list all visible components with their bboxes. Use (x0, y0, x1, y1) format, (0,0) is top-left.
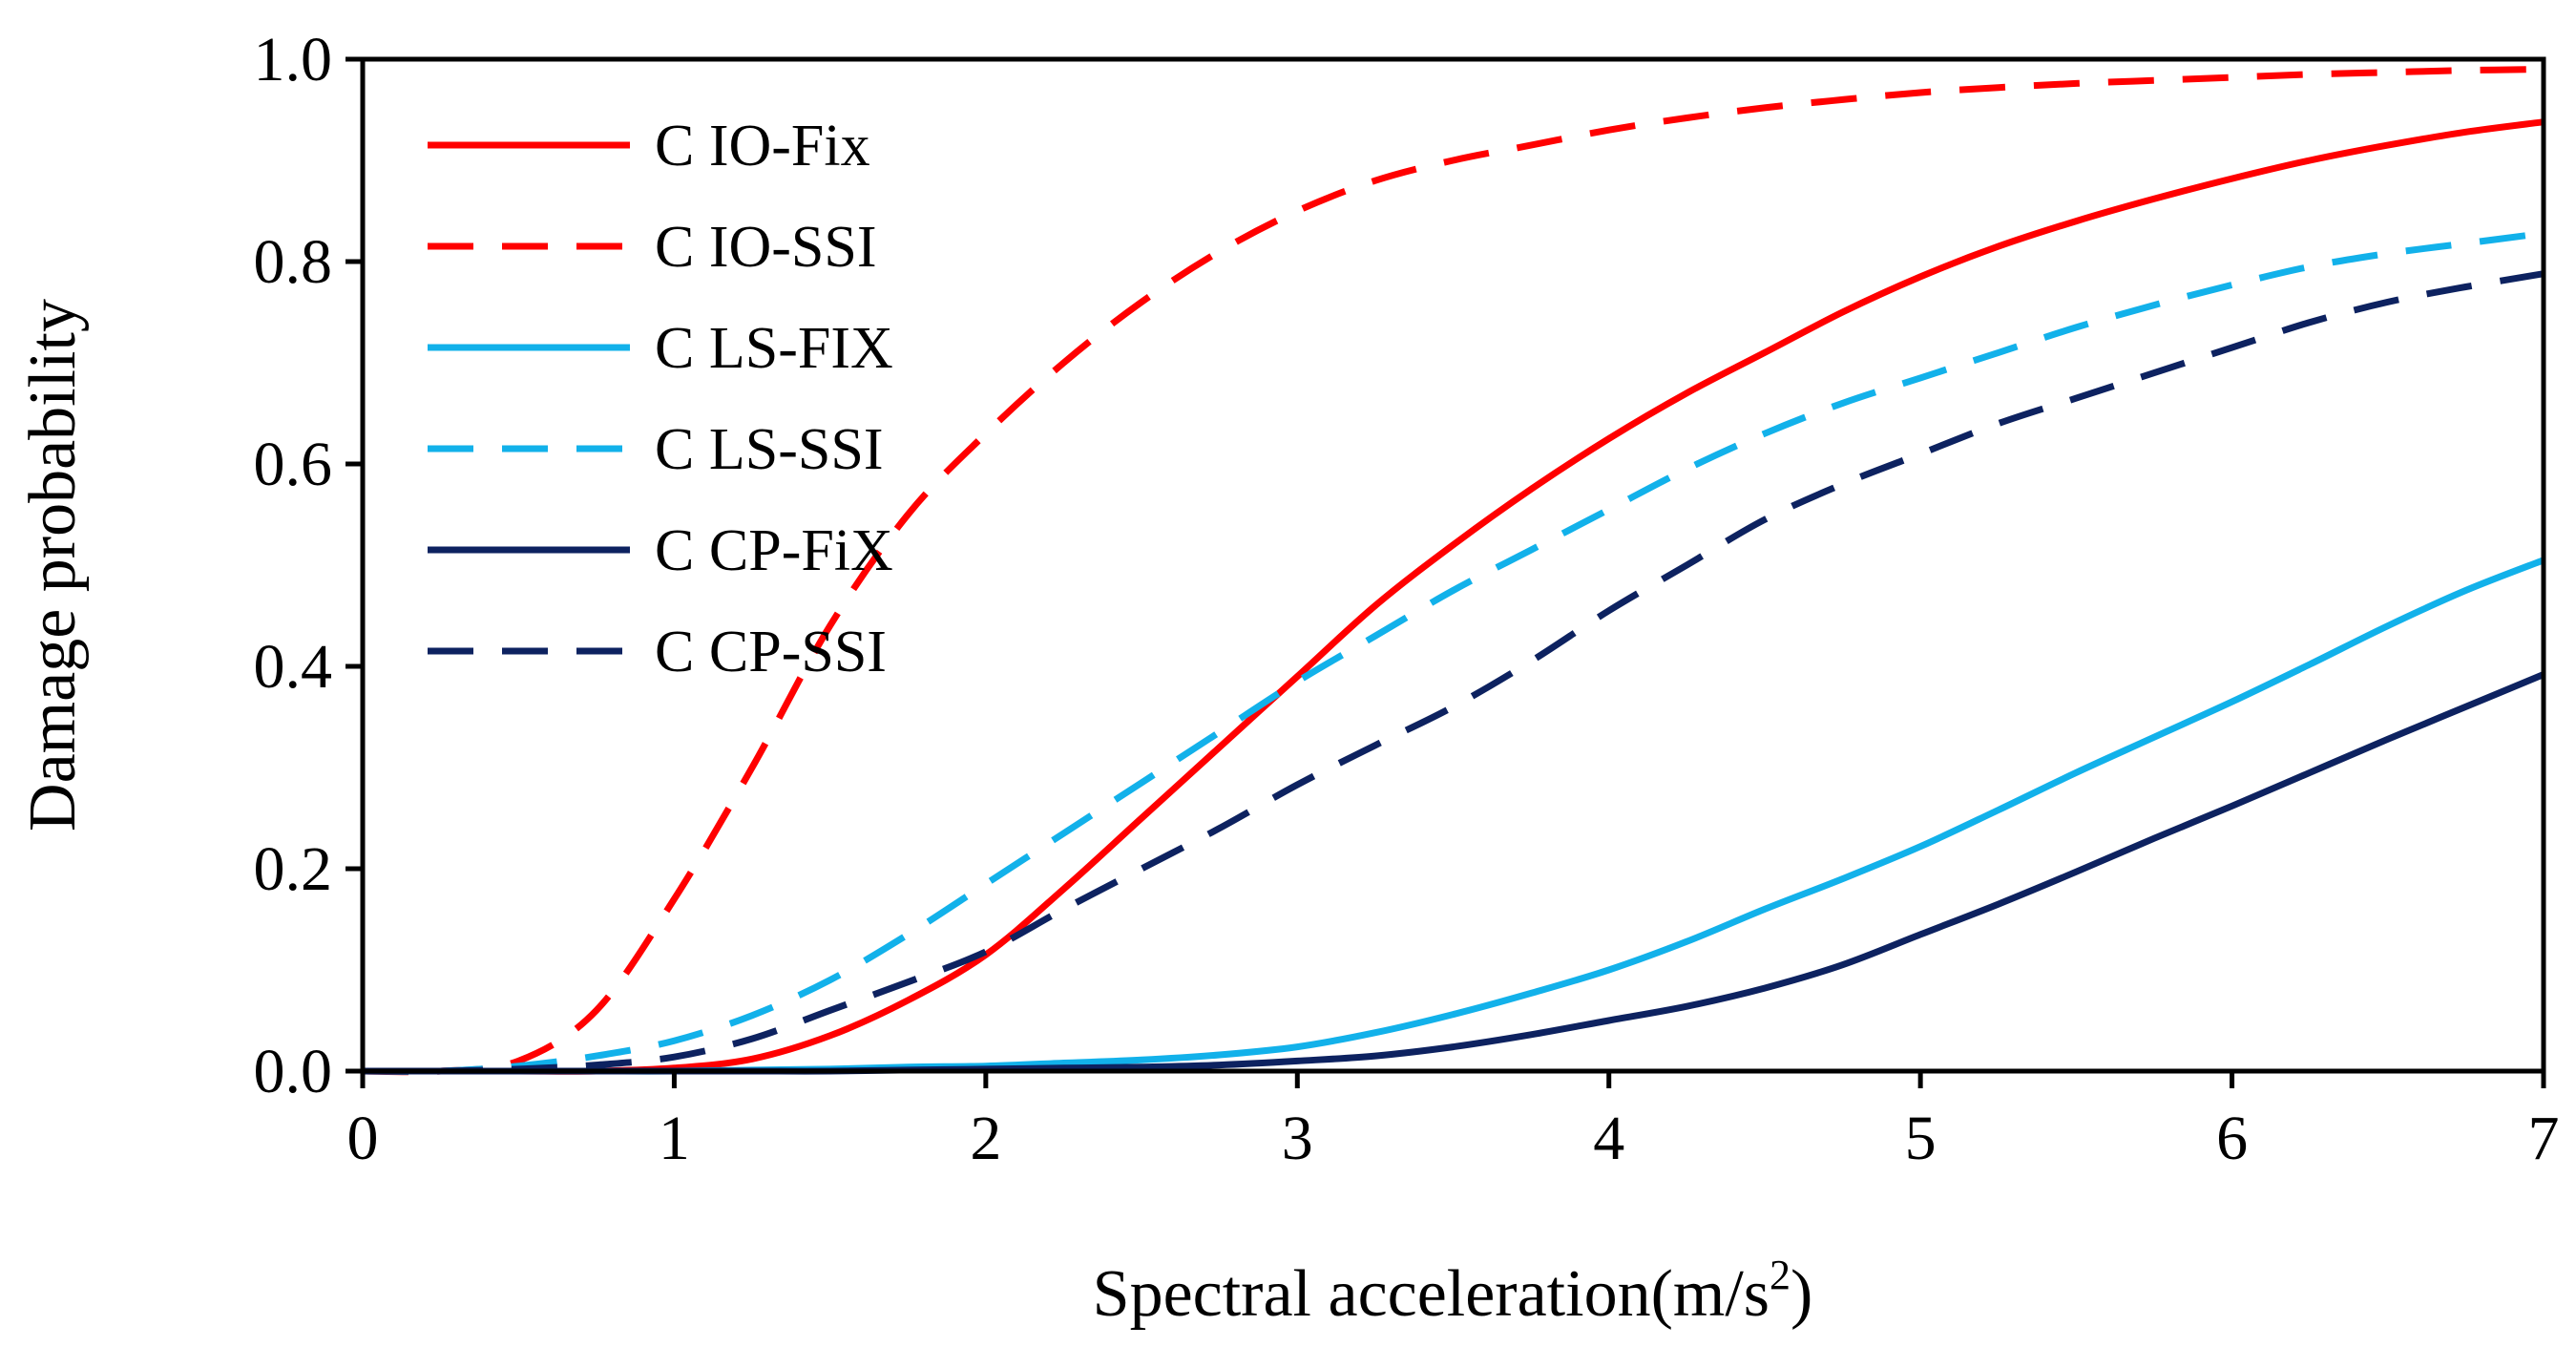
x-axis-title-superscript: 2 (1770, 1252, 1791, 1298)
x-tick-label: 3 (1282, 1104, 1313, 1173)
legend-label-0: C IO-Fix (655, 114, 870, 179)
y-tick-label: 0.8 (254, 227, 333, 297)
legend-label-5: C CP-SSI (655, 620, 887, 684)
legend-label-1: C IO-SSI (655, 215, 877, 280)
x-axis-title: Spectral acceleration(m/s2) (1093, 1252, 1813, 1331)
series-line-0 (363, 118, 2545, 1075)
x-axis-title-close: ) (1791, 1257, 1812, 1331)
y-tick-label: 0.2 (254, 834, 333, 904)
series-line-1 (362, 66, 2545, 1076)
plot-frame (360, 56, 2546, 1074)
tick-layer: 0 1 2 3 4 5 6 7 0.0 0.2 0.4 0.6 0.8 1.0 (254, 25, 2560, 1173)
series-line-5 (362, 270, 2545, 1075)
legend-label-3: C LS-SSI (655, 417, 883, 482)
y-tick-label: 0.6 (254, 430, 333, 499)
y-tick-label: 1.0 (254, 25, 333, 95)
legend-label-4: C CP-FiX (655, 518, 893, 583)
y-tick-label: 0.0 (254, 1037, 333, 1106)
x-tick-label: 2 (970, 1104, 1001, 1173)
legend: C IO-Fix C IO-SSI C LS-FIX C LS-SSI C CP-FiX… (428, 114, 893, 684)
x-tick-label: 1 (659, 1104, 690, 1173)
x-tick-label: 5 (1905, 1104, 1937, 1173)
legend-label-2: C LS-FIX (655, 316, 893, 381)
series-line-3 (362, 229, 2545, 1075)
x-tick-label: 7 (2528, 1104, 2560, 1173)
x-tick-label: 4 (1593, 1104, 1624, 1173)
x-tick-label: 6 (2216, 1104, 2248, 1173)
y-tick-label: 0.4 (254, 632, 333, 702)
y-axis-title: Damage probability (16, 299, 90, 831)
x-axis-title-main: Spectral acceleration(m/s (1093, 1257, 1770, 1331)
x-tick-label: 0 (347, 1104, 379, 1173)
